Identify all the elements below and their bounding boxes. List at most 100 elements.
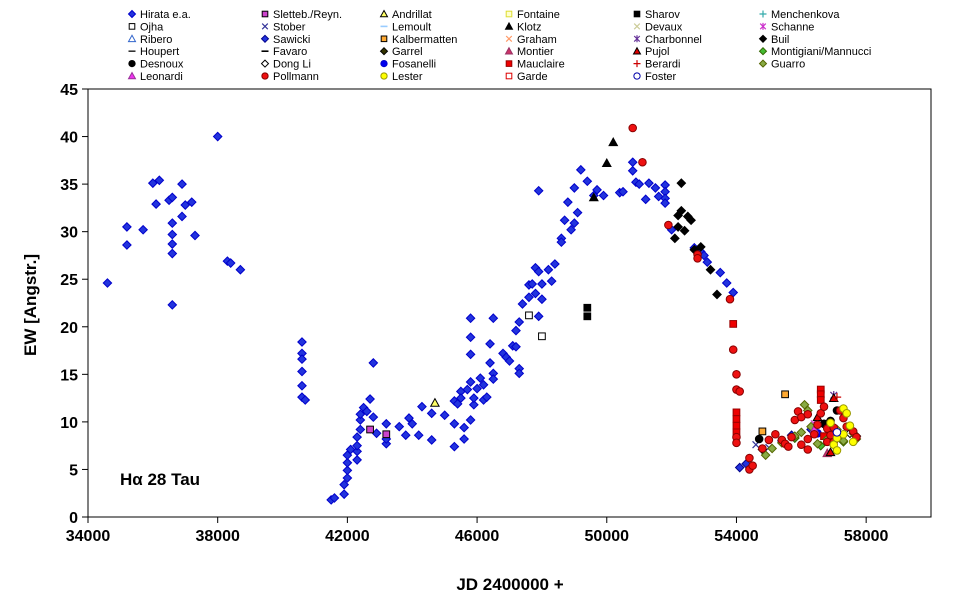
data-point bbox=[481, 392, 492, 403]
data-point bbox=[650, 183, 661, 193]
data-point bbox=[729, 320, 738, 328]
legend-item: Garrel bbox=[379, 46, 423, 58]
legend-label: Berardi bbox=[645, 59, 680, 71]
legend-marker bbox=[633, 60, 641, 68]
legend-item: Hirata e.a. bbox=[127, 9, 191, 21]
data-point bbox=[167, 299, 178, 310]
data-point bbox=[122, 240, 132, 250]
legend-marker bbox=[633, 35, 641, 43]
data-point bbox=[583, 303, 592, 312]
legend-item: Charbonnel bbox=[633, 34, 702, 46]
data-point bbox=[598, 190, 609, 201]
data-point bbox=[628, 123, 637, 133]
data-point bbox=[664, 220, 673, 230]
legend-marker bbox=[379, 46, 389, 56]
data-point bbox=[426, 408, 437, 419]
data-point bbox=[365, 394, 375, 404]
legend-item: Houpert bbox=[128, 46, 179, 58]
data-point bbox=[627, 157, 638, 168]
data-point bbox=[167, 192, 178, 203]
legend-marker bbox=[261, 72, 269, 80]
data-point bbox=[758, 427, 767, 436]
legend-marker bbox=[504, 46, 514, 55]
data-point bbox=[394, 421, 405, 432]
data-point bbox=[465, 415, 476, 425]
data-point bbox=[429, 397, 440, 407]
legend-label: Buil bbox=[771, 34, 789, 46]
legend-label: Klotz bbox=[517, 21, 541, 33]
data-point bbox=[767, 443, 778, 454]
legend-item: Dong Li bbox=[260, 59, 311, 71]
legend-item: Lemoult bbox=[380, 21, 431, 33]
legend-label: Fosanelli bbox=[392, 59, 436, 71]
legend-item: Graham bbox=[505, 34, 557, 46]
series-sharov bbox=[583, 303, 592, 321]
legend-label: Foster bbox=[645, 71, 677, 83]
y-tick-label: 40 bbox=[60, 130, 78, 147]
legend-item: Favaro bbox=[261, 46, 307, 58]
legend-label: Sharov bbox=[645, 9, 680, 21]
data-point bbox=[366, 425, 374, 434]
data-point bbox=[297, 380, 307, 391]
data-point bbox=[638, 157, 647, 167]
legend-marker bbox=[261, 23, 269, 30]
data-point bbox=[177, 179, 187, 190]
legend: Hirata e.a. Sletteb./Reyn. Andrillat Fontai… bbox=[127, 9, 871, 83]
legend-label: Schanne bbox=[771, 21, 814, 33]
data-point bbox=[329, 493, 340, 503]
data-point bbox=[212, 131, 223, 142]
legend-marker bbox=[505, 60, 513, 67]
data-point bbox=[562, 197, 573, 208]
data-point bbox=[352, 446, 363, 457]
data-point bbox=[679, 225, 690, 236]
data-point bbox=[583, 312, 592, 321]
legend-label: Fontaine bbox=[517, 9, 560, 21]
data-point bbox=[758, 444, 767, 453]
data-point bbox=[147, 178, 158, 189]
y-tick-label: 0 bbox=[69, 510, 78, 527]
data-point bbox=[601, 157, 612, 168]
x-tick-label: 42000 bbox=[325, 528, 370, 545]
data-point bbox=[572, 207, 583, 218]
series-foster bbox=[832, 428, 842, 437]
data-point bbox=[819, 402, 829, 411]
legend-item: Pollmann bbox=[261, 71, 319, 83]
data-point bbox=[339, 479, 350, 490]
legend-item: Klotz bbox=[504, 21, 541, 33]
data-point bbox=[582, 176, 593, 187]
data-point bbox=[784, 442, 793, 451]
legend-label: Stober bbox=[273, 21, 306, 33]
x-tick-label: 34000 bbox=[66, 528, 111, 545]
series-berardi bbox=[832, 392, 842, 402]
legend-item: Pujol bbox=[632, 46, 669, 58]
data-point bbox=[488, 374, 499, 384]
data-point bbox=[485, 338, 495, 349]
data-point bbox=[781, 390, 789, 399]
legend-label: Montier bbox=[517, 46, 554, 58]
data-point bbox=[634, 179, 645, 190]
legend-marker bbox=[261, 10, 269, 18]
legend-item: Andrillat bbox=[379, 9, 432, 21]
data-point bbox=[816, 396, 825, 404]
legend-marker bbox=[128, 59, 136, 68]
legend-label: Dong Li bbox=[273, 59, 311, 71]
data-point bbox=[832, 428, 842, 437]
data-point bbox=[537, 279, 547, 289]
series-klotz bbox=[588, 137, 619, 202]
legend-label: Montigiani/Mannucci bbox=[771, 46, 871, 58]
legend-label: Graham bbox=[517, 34, 557, 46]
legend-marker bbox=[379, 9, 389, 18]
y-axis: 0 5 10 15 20 25 30 35 40 45 bbox=[60, 82, 88, 527]
data-point bbox=[527, 279, 538, 289]
legend-label: Hirata e.a. bbox=[140, 9, 191, 21]
data-point bbox=[462, 384, 473, 395]
legend-item: Schanne bbox=[759, 21, 814, 33]
data-point bbox=[455, 393, 466, 404]
data-point bbox=[381, 418, 392, 429]
data-point bbox=[732, 415, 741, 423]
data-point bbox=[826, 418, 835, 428]
data-point bbox=[485, 358, 495, 368]
data-point bbox=[180, 200, 191, 210]
data-point bbox=[816, 409, 826, 418]
